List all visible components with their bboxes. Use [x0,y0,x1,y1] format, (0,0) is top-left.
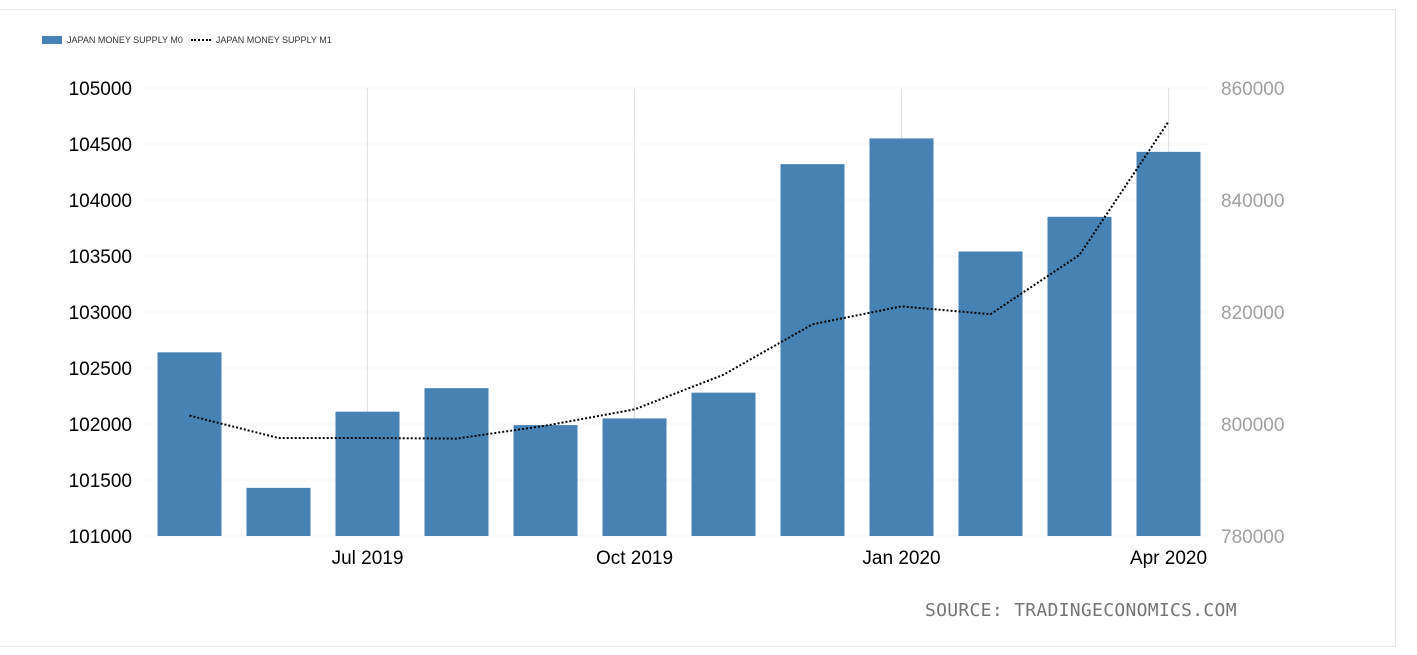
bar-m0 [1136,151,1201,536]
y-left-tick-label: 103000 [69,303,132,324]
y-left-tick-label: 104000 [69,191,132,212]
bar-m0 [869,138,934,536]
bar-m0 [424,388,489,536]
x-tick-label: Oct 2019 [596,548,673,569]
source-attribution[interactable]: SOURCE: TRADINGECONOMICS.COM [925,600,1237,621]
x-tick-label: Jan 2020 [862,548,940,569]
y-right-tick-label: 780000 [1221,527,1284,548]
x-tick-label: Apr 2020 [1130,548,1207,569]
legend-item-m1[interactable]: JAPAN MONEY SUPPLY M1 [190,35,332,45]
bar-m0 [602,418,667,536]
bottom-border [0,646,1395,647]
legend-label-m0: JAPAN MONEY SUPPLY M0 [67,35,183,45]
top-border [0,9,1395,10]
line-m1 [189,121,1170,440]
y-left-tick-label: 104500 [69,135,132,156]
chart-legend: JAPAN MONEY SUPPLY M0 JAPAN MONEY SUPPLY… [42,32,332,48]
right-border [1395,9,1396,647]
bar-m0 [157,352,222,536]
legend-swatch-line [190,39,211,41]
y-left-tick-label: 101000 [69,527,132,548]
bar-m0 [246,487,311,536]
y-right-tick-label: 820000 [1221,303,1284,324]
y-right-tick-label: 840000 [1221,191,1284,212]
y-right-tick-label: 800000 [1221,415,1284,436]
y-left-tick-label: 102500 [69,359,132,380]
legend-swatch-bar [42,36,62,44]
bar-m0 [958,251,1023,536]
y-left-tick-label: 105000 [69,79,132,100]
legend-item-m0[interactable]: JAPAN MONEY SUPPLY M0 [42,35,183,45]
y-left-tick-label: 102000 [69,415,132,436]
y-left-tick-label: 103500 [69,247,132,268]
bar-m0 [780,164,845,536]
y-left-tick-label: 101500 [69,471,132,492]
bar-m0 [335,411,400,536]
bar-m0 [691,392,756,536]
x-tick-label: Jul 2019 [332,548,404,569]
bar-m0 [513,425,578,536]
bar-m0 [1047,216,1112,537]
legend-label-m1: JAPAN MONEY SUPPLY M1 [215,35,332,45]
y-right-tick-label: 860000 [1221,79,1284,100]
